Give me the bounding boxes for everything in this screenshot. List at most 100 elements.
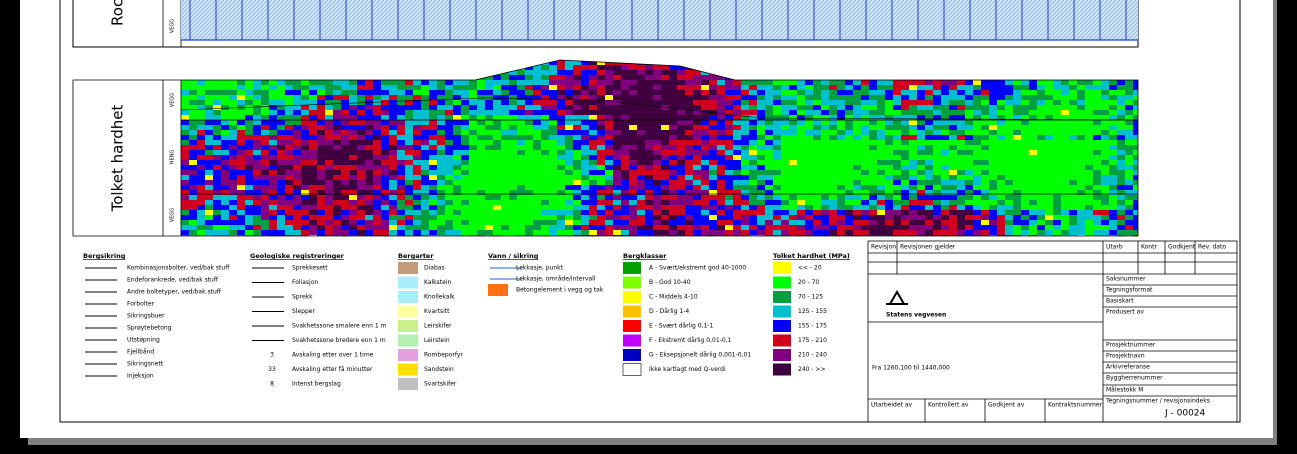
map-cell xyxy=(957,110,965,115)
legend-symbol: 8 xyxy=(270,381,274,388)
map-cell xyxy=(749,130,757,135)
map-cell xyxy=(989,210,997,215)
map-cell xyxy=(341,100,349,105)
map-cell xyxy=(669,125,677,130)
map-cell xyxy=(669,185,677,190)
map-cell xyxy=(757,195,765,200)
map-cell xyxy=(765,235,773,236)
map-cell xyxy=(197,145,205,150)
map-cell xyxy=(293,220,301,225)
map-cell xyxy=(181,115,189,120)
map-cell xyxy=(357,85,365,90)
map-cell xyxy=(965,190,973,195)
map-cell xyxy=(517,185,525,190)
map-cell xyxy=(1013,115,1021,120)
map-cell xyxy=(517,195,525,200)
map-cell xyxy=(533,75,541,80)
legend-swatch xyxy=(398,349,418,361)
map-cell xyxy=(1077,85,1085,90)
map-cell xyxy=(1013,90,1021,95)
map-cell xyxy=(1109,155,1117,160)
map-cell xyxy=(277,210,285,215)
map-cell xyxy=(429,210,437,215)
map-cell xyxy=(661,215,669,220)
map-cell xyxy=(669,85,677,90)
map-cell xyxy=(933,130,941,135)
map-cell xyxy=(805,105,813,110)
map-cell xyxy=(1029,220,1037,225)
map-cell xyxy=(741,150,749,155)
map-cell xyxy=(293,155,301,160)
map-cell xyxy=(725,135,733,140)
map-cell xyxy=(501,225,509,230)
map-cell xyxy=(349,225,357,230)
map-cell xyxy=(853,150,861,155)
map-cell xyxy=(253,200,261,205)
map-cell xyxy=(925,190,933,195)
map-cell xyxy=(613,235,621,236)
map-cell xyxy=(333,155,341,160)
map-cell xyxy=(245,145,253,150)
map-cell xyxy=(477,145,485,150)
map-cell xyxy=(693,185,701,190)
map-cell xyxy=(237,215,245,220)
map-cell xyxy=(309,100,317,105)
map-cell xyxy=(733,135,741,140)
map-cell xyxy=(1037,95,1045,100)
map-cell xyxy=(285,115,293,120)
map-cell xyxy=(677,85,685,90)
map-cell xyxy=(533,150,541,155)
map-cell xyxy=(677,195,685,200)
map-cell xyxy=(653,65,661,70)
map-cell xyxy=(1125,170,1133,175)
map-cell xyxy=(949,160,957,165)
map-cell xyxy=(645,75,653,80)
map-cell xyxy=(485,145,493,150)
map-cell xyxy=(909,130,917,135)
map-cell xyxy=(885,185,893,190)
map-cell xyxy=(749,175,757,180)
map-cell xyxy=(365,190,373,195)
map-cell xyxy=(221,200,229,205)
map-cell xyxy=(1013,175,1021,180)
map-cell xyxy=(1045,115,1053,120)
map-cell xyxy=(869,215,877,220)
map-cell xyxy=(661,225,669,230)
map-cell xyxy=(685,210,693,215)
range: Fra 1260,100 til 1440,000 xyxy=(872,365,950,372)
map-cell xyxy=(253,210,261,215)
map-cell xyxy=(1005,180,1013,185)
map-cell xyxy=(677,95,685,100)
map-cell xyxy=(301,120,309,125)
map-cell xyxy=(293,185,301,190)
map-cell xyxy=(1013,205,1021,210)
map-cell xyxy=(621,195,629,200)
map-cell xyxy=(901,180,909,185)
map-cell xyxy=(557,120,565,125)
map-cell xyxy=(845,145,853,150)
map-cell xyxy=(373,135,381,140)
map-cell xyxy=(541,170,549,175)
map-cell xyxy=(997,125,1005,130)
map-cell xyxy=(637,90,645,95)
map-cell xyxy=(229,155,237,160)
map-cell xyxy=(1061,220,1069,225)
map-cell xyxy=(925,145,933,150)
map-cell xyxy=(1101,90,1109,95)
map-cell xyxy=(965,210,973,215)
map-cell xyxy=(653,165,661,170)
map-cell xyxy=(421,135,429,140)
map-cell xyxy=(709,185,717,190)
map-cell xyxy=(837,220,845,225)
map-cell xyxy=(789,105,797,110)
map-cell xyxy=(949,170,957,175)
map-cell xyxy=(661,205,669,210)
map-cell xyxy=(509,235,517,236)
map-cell xyxy=(461,110,469,115)
map-cell xyxy=(781,215,789,220)
map-cell xyxy=(549,175,557,180)
map-cell xyxy=(613,170,621,175)
map-cell xyxy=(1045,110,1053,115)
map-cell xyxy=(605,150,613,155)
map-cell xyxy=(1069,105,1077,110)
